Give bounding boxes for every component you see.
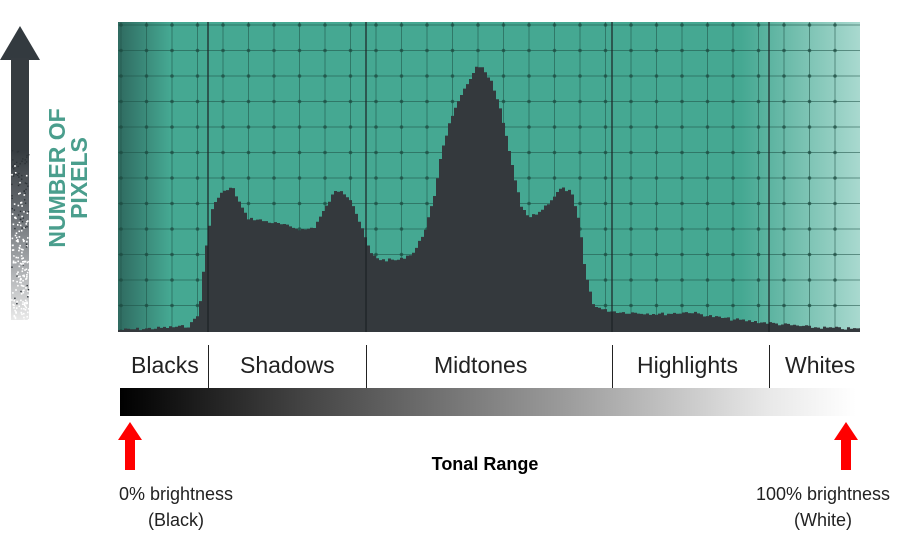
zone-divider (612, 345, 613, 389)
right-endpoint-line1: 100% brightness (755, 484, 891, 504)
right-marker-arrow-icon (834, 422, 858, 470)
zone-divider (769, 345, 770, 389)
zone-label-blacks: Blacks (131, 352, 199, 378)
zone-label-whites: Whites (785, 352, 856, 378)
y-axis-label-line2: PIXELS (66, 137, 90, 219)
zone-label-highlights: Highlights (637, 352, 738, 378)
zone-divider (208, 345, 209, 389)
left-endpoint-caption: 0% brightness (Black) (90, 481, 262, 533)
left-endpoint-line1: 0% brightness (118, 484, 234, 504)
zone-label-midtones: Midtones (434, 352, 528, 378)
y-axis-label: NUMBER OF PIXELS (44, 108, 90, 247)
left-marker-arrow-icon (118, 422, 142, 470)
tonal-gradient-bar (120, 388, 856, 416)
y-axis-arrow-icon (0, 26, 40, 322)
histogram-shape (118, 66, 860, 332)
right-endpoint-caption: 100% brightness (White) (736, 481, 910, 533)
right-endpoint-line2: (White) (794, 510, 852, 530)
zone-boundaries (207, 22, 770, 332)
zone-divider (366, 345, 367, 389)
left-endpoint-line2: (Black) (147, 510, 204, 530)
x-axis-title: Tonal Range (431, 454, 539, 474)
histogram-panel (118, 22, 860, 332)
zone-label-shadows: Shadows (240, 352, 335, 378)
y-axis-label-line1: NUMBER OF (44, 108, 70, 247)
